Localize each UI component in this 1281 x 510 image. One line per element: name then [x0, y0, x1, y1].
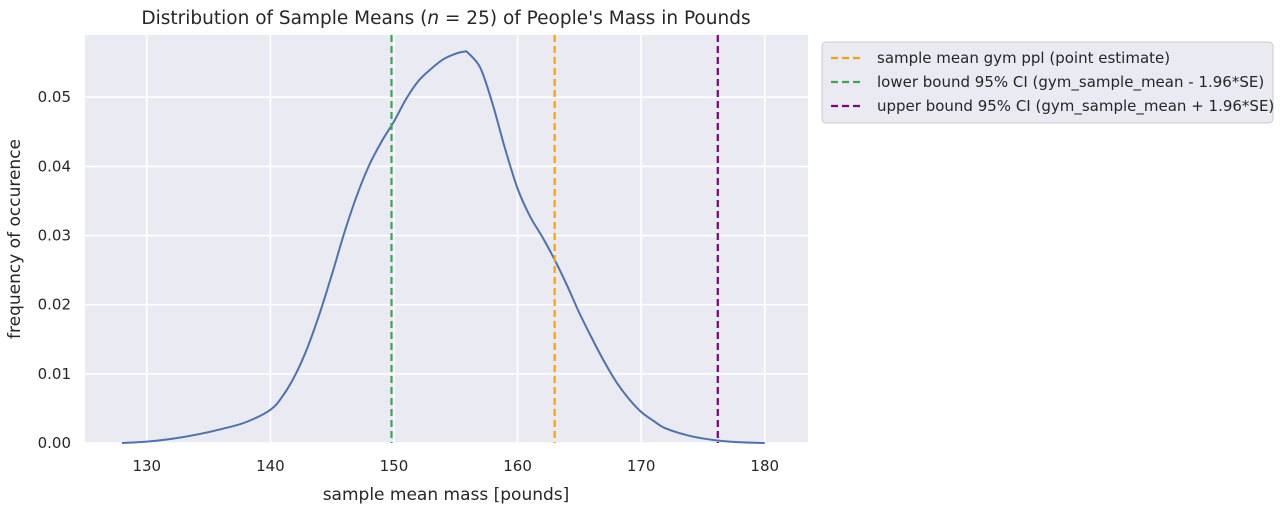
y-tick-labels: 0.00 0.01 0.02 0.03 0.04 0.05 [38, 88, 71, 452]
legend-box [821, 41, 1274, 124]
y-tick-label: 0.03 [38, 227, 71, 245]
legend-label: upper bound 95% CI (gym_sample_mean + 1.… [877, 97, 1274, 116]
x-tick-label: 160 [503, 457, 532, 475]
y-tick-label: 0.00 [38, 434, 71, 452]
legend-label: sample mean gym ppl (point estimate) [877, 49, 1170, 67]
legend-items: sample mean gym ppl (point estimate) lowe… [831, 49, 1274, 116]
x-tick-labels: 130 140 150 160 170 180 [132, 457, 779, 475]
kde-curve [122, 50, 765, 444]
x-tick-label: 130 [132, 457, 161, 475]
y-tick-label: 0.01 [38, 365, 71, 383]
legend-label: lower bound 95% CI (gym_sample_mean - 1.… [877, 73, 1264, 92]
y-tick-label: 0.04 [38, 157, 71, 175]
grid [85, 35, 808, 444]
plot-background [85, 35, 808, 443]
y-tick-label: 0.02 [38, 296, 71, 314]
x-tick-label: 150 [380, 457, 409, 475]
y-tick-label: 0.05 [38, 88, 71, 106]
x-tick-label: 170 [627, 457, 656, 475]
x-tick-label: 180 [750, 457, 779, 475]
chart-title: Distribution of Sample Means (n = 25) of… [141, 8, 750, 29]
legend: sample mean gym ppl (point estimate) lowe… [821, 41, 1274, 124]
y-axis-label: frequency of occurence [5, 139, 25, 339]
x-tick-label: 140 [256, 457, 285, 475]
x-axis-label: sample mean mass [pounds] [323, 485, 570, 505]
vertical-lines [390, 35, 719, 443]
